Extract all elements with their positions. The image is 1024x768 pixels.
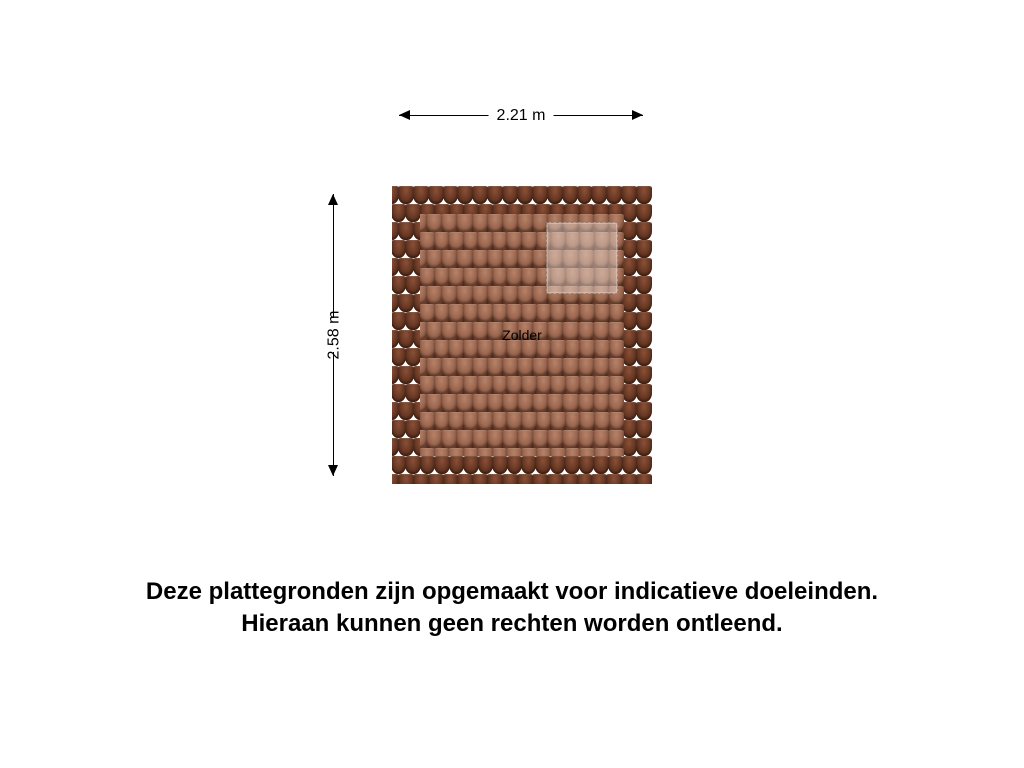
floorplan-canvas: Zolder 2.21 m 2.58 m Deze plattegronden … (0, 0, 1024, 768)
dimension-height: 2.58 m (322, 194, 346, 476)
dimension-width-label: 2.21 m (497, 107, 546, 125)
arrow-up-icon (328, 194, 338, 205)
arrow-down-icon (328, 465, 338, 476)
roof: Zolder (392, 186, 652, 484)
dimension-width: 2.21 m (399, 104, 643, 128)
dimension-height-label: 2.58 m (325, 311, 343, 360)
disclaimer-line-2: Hieraan kunnen geen rechten worden ontle… (0, 608, 1024, 640)
arrow-right-icon (632, 110, 643, 120)
room-label: Zolder (502, 327, 542, 343)
skylight (546, 222, 618, 294)
disclaimer-line-1: Deze plattegronden zijn opgemaakt voor i… (0, 576, 1024, 608)
disclaimer: Deze plattegronden zijn opgemaakt voor i… (0, 576, 1024, 641)
arrow-left-icon (399, 110, 410, 120)
